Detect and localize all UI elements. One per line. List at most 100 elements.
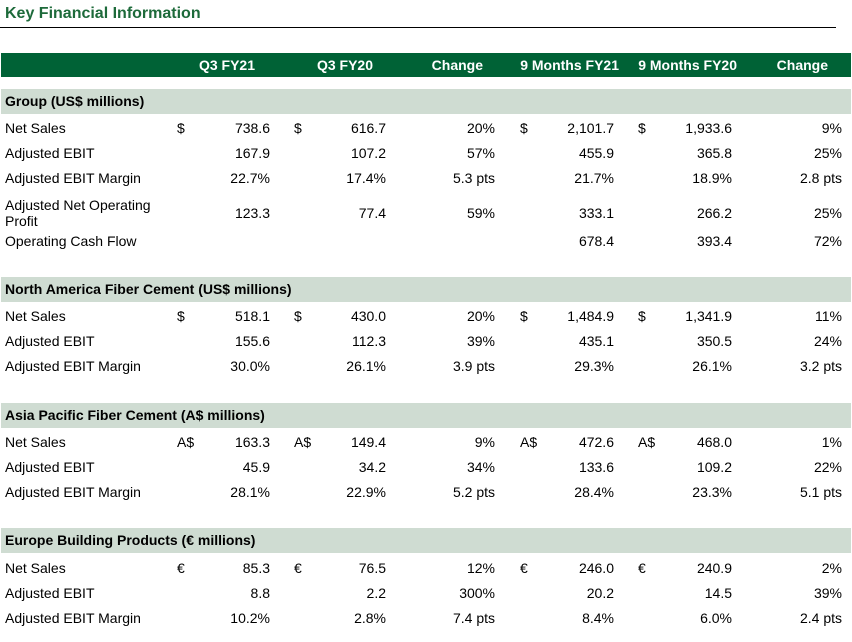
cell-v3: 2,101.7 bbox=[567, 120, 614, 136]
cell-v2: 76.5 bbox=[358, 560, 386, 576]
cell-c4: $ bbox=[638, 308, 646, 324]
row-label: Net Sales bbox=[5, 560, 66, 576]
cell-ch2: 2% bbox=[821, 560, 842, 576]
cell-v1: 518.1 bbox=[234, 308, 270, 324]
cell-ch2: 25% bbox=[813, 145, 842, 161]
cell-c3: A$ bbox=[520, 434, 538, 450]
cell-c3: € bbox=[520, 560, 528, 576]
table-row: Adjusted EBIT Margin 30.0% 26.1% 3.9 pts 29.… bbox=[0, 356, 852, 376]
row-label: Adjusted EBIT Margin bbox=[5, 358, 141, 374]
cell-c1: $ bbox=[177, 308, 185, 324]
cell-v1: 155.6 bbox=[234, 333, 270, 349]
cell-c3: $ bbox=[520, 120, 528, 136]
cell-v2: 2.8% bbox=[354, 610, 386, 626]
cell-v3: 29.3% bbox=[574, 358, 614, 374]
cell-c2: $ bbox=[294, 308, 302, 324]
table-row: Adjusted EBIT 45.9 34.2 34% 133.6 109.2 22% bbox=[0, 457, 852, 477]
cell-v2: 107.2 bbox=[350, 145, 386, 161]
cell-ch2: 39% bbox=[813, 585, 842, 601]
cell-v4: 266.2 bbox=[696, 205, 732, 221]
cell-v4: 393.4 bbox=[696, 233, 732, 249]
cell-v3: 678.4 bbox=[578, 233, 614, 249]
cell-v4: 18.9% bbox=[692, 170, 732, 186]
cell-c4: $ bbox=[638, 120, 646, 136]
row-label: Adjusted EBIT Margin bbox=[5, 170, 141, 186]
cell-v4: 109.2 bbox=[696, 459, 732, 475]
cell-v2: 149.4 bbox=[350, 434, 386, 450]
cell-v1: 10.2% bbox=[230, 610, 270, 626]
cell-ch1: 34% bbox=[466, 459, 495, 475]
cell-c1: $ bbox=[177, 120, 185, 136]
cell-v4: 23.3% bbox=[692, 484, 732, 500]
cell-v1: 167.9 bbox=[234, 145, 270, 161]
cell-v1: 85.3 bbox=[242, 560, 270, 576]
cell-ch1: 7.4 pts bbox=[452, 610, 495, 626]
cell-c1: € bbox=[177, 560, 185, 576]
cell-v1: 30.0% bbox=[230, 358, 270, 374]
row-label: Net Sales bbox=[5, 308, 66, 324]
cell-v4: 26.1% bbox=[692, 358, 732, 374]
row-label: Adjusted EBIT Margin bbox=[5, 484, 141, 500]
cell-ch1: 12% bbox=[466, 560, 495, 576]
cell-v3: 8.4% bbox=[582, 610, 614, 626]
cell-v2: 2.2 bbox=[366, 585, 386, 601]
cell-ch1: 39% bbox=[466, 333, 495, 349]
cell-v3: 333.1 bbox=[578, 205, 614, 221]
cell-v1: 22.7% bbox=[230, 170, 270, 186]
row-label: Adjusted EBIT bbox=[5, 459, 95, 475]
cell-v3: 246.0 bbox=[578, 560, 614, 576]
cell-ch2: 11% bbox=[815, 308, 842, 324]
row-label: Adjusted Net Operating Profit bbox=[5, 197, 151, 229]
table-row: Net Sales A$ 163.3 A$ 149.4 9% A$ 472.6 A$ 468.0 1… bbox=[0, 432, 852, 452]
cell-ch2: 2.8 pts bbox=[799, 170, 842, 186]
row-label: Adjusted EBIT bbox=[5, 333, 95, 349]
cell-v3: 20.2 bbox=[586, 585, 614, 601]
cell-v2: 77.4 bbox=[358, 205, 386, 221]
table-row: Adjusted EBIT 167.9 107.2 57% 455.9 365.8 25% bbox=[0, 143, 852, 163]
cell-ch1: 20% bbox=[466, 308, 495, 324]
page-title: Key Financial Information bbox=[5, 5, 201, 22]
cell-v4: 350.5 bbox=[696, 333, 732, 349]
cell-v3: 133.6 bbox=[578, 459, 614, 475]
cell-v3: 455.9 bbox=[578, 145, 614, 161]
cell-ch1: 59% bbox=[466, 205, 495, 221]
section-header: North America Fiber Cement (US$ millions… bbox=[1, 277, 851, 302]
section-header: Europe Building Products (€ millions) bbox=[1, 528, 851, 553]
cell-v4: 6.0% bbox=[700, 610, 732, 626]
cell-ch2: 3.2 pts bbox=[799, 358, 842, 374]
cell-c4: € bbox=[638, 560, 646, 576]
cell-v1: 738.6 bbox=[234, 120, 270, 136]
cell-ch2: 72% bbox=[813, 233, 842, 249]
col-header-change-q: Change bbox=[431, 57, 483, 73]
cell-c2: € bbox=[294, 560, 302, 576]
col-header-9m-fy21: 9 Months FY21 bbox=[520, 57, 619, 73]
cell-v2: 34.2 bbox=[358, 459, 386, 475]
cell-v4: 240.9 bbox=[696, 560, 732, 576]
cell-c1: A$ bbox=[177, 434, 195, 450]
cell-v4: 468.0 bbox=[696, 434, 732, 450]
section-header: Group (US$ millions) bbox=[1, 89, 851, 114]
cell-v1: 123.3 bbox=[234, 205, 270, 221]
cell-ch2: 1% bbox=[821, 434, 842, 450]
cell-v2: 22.9% bbox=[346, 484, 386, 500]
section-title: North America Fiber Cement (US$ millions… bbox=[5, 281, 292, 297]
cell-ch2: 9% bbox=[821, 120, 842, 136]
table-row: Adjusted EBIT 155.6 112.3 39% 435.1 350.5 24% bbox=[0, 331, 852, 351]
cell-c2: $ bbox=[294, 120, 302, 136]
section-title: Group (US$ millions) bbox=[5, 93, 145, 109]
cell-ch1: 20% bbox=[466, 120, 495, 136]
cell-ch1: 300% bbox=[459, 585, 495, 601]
cell-ch2: 25% bbox=[813, 205, 842, 221]
col-header-change-9m: Change bbox=[776, 57, 828, 73]
section-header: Asia Pacific Fiber Cement (A$ millions) bbox=[1, 403, 851, 428]
table-row: Net Sales €85.3 €76.5 12% €246.0 €240.9 2% bbox=[0, 558, 852, 578]
cell-v2: 430.0 bbox=[350, 308, 386, 324]
cell-ch1: 3.9 pts bbox=[452, 358, 495, 374]
column-header-bar: Q3 FY21 Q3 FY20 Change 9 Months FY21 9 M… bbox=[1, 53, 851, 77]
row-label: Adjusted EBIT bbox=[5, 145, 95, 161]
row-label: Net Sales bbox=[5, 120, 66, 136]
cell-v3: 21.7% bbox=[574, 170, 614, 186]
cell-v1: 28.1% bbox=[230, 484, 270, 500]
cell-ch1: 5.2 pts bbox=[452, 484, 495, 500]
section-title: Asia Pacific Fiber Cement (A$ millions) bbox=[5, 407, 265, 423]
